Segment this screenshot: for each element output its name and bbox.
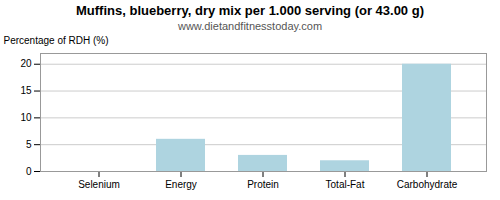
svg-text:20: 20 xyxy=(20,58,32,69)
svg-text:0: 0 xyxy=(26,166,32,177)
svg-text:Selenium: Selenium xyxy=(78,179,120,190)
svg-text:5: 5 xyxy=(26,139,32,150)
html-text:Muffins, blueberry, dry mix pe: Muffins, blueberry, dry mix per 1.000 se… xyxy=(76,3,424,18)
svg-text:15: 15 xyxy=(20,85,32,96)
svg-text:10: 10 xyxy=(20,112,32,123)
svg-text:Energy: Energy xyxy=(165,179,197,190)
svg-text:Total-Fat: Total-Fat xyxy=(326,179,365,190)
svg-text:Percentage of RDH (%): Percentage of RDH (%) xyxy=(4,35,109,46)
svg-text:Protein: Protein xyxy=(247,179,279,190)
svg-text:Carbohydrate: Carbohydrate xyxy=(397,179,458,190)
html-text:www.dietandfitnesstoday.com: www.dietandfitnesstoday.com xyxy=(178,20,322,32)
